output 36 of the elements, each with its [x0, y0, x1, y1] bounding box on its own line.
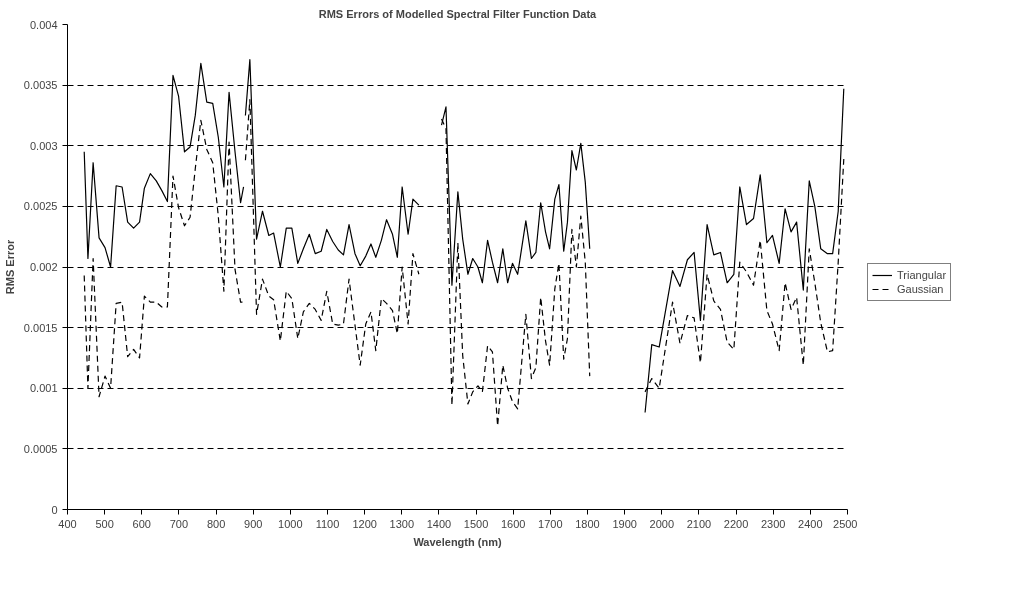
x-tick-label: 2100 — [686, 517, 712, 530]
y-tick-label: 0.0025 — [23, 200, 58, 213]
x-tick-label: 2400 — [798, 517, 823, 530]
y-tick-label: 0 — [51, 503, 58, 516]
y-tick-label: 0.002 — [29, 261, 58, 273]
x-tick-label: 400 — [58, 517, 77, 530]
x-tick-label: 800 — [206, 517, 226, 530]
x-tick-label: 600 — [132, 517, 151, 530]
x-tick-label: 900 — [244, 517, 263, 530]
x-tick-label: 1100 — [315, 517, 340, 530]
x-tick-label: 2000 — [649, 517, 675, 530]
y-tick-label: 0.001 — [29, 382, 58, 395]
x-tick-label: 2500 — [833, 517, 858, 530]
x-tick-label: 2300 — [760, 517, 786, 530]
chart-title: RMS Errors of Modelled Spectral Filter Function Data — [318, 7, 598, 20]
x-axis-title: Wavelength (nm) — [413, 535, 502, 548]
x-tick-label: 1500 — [463, 517, 489, 530]
x-tick-label: 1400 — [426, 517, 452, 530]
x-tick-label: 1000 — [278, 517, 303, 530]
y-tick-label: 0.0035 — [23, 79, 58, 92]
x-tick-label: 1900 — [612, 517, 637, 530]
x-tick-label: 500 — [95, 517, 114, 530]
x-tick-label: 2200 — [723, 517, 749, 530]
x-tick-label: 1300 — [389, 517, 415, 530]
x-tick-label: 1600 — [500, 517, 526, 530]
legend-label: Gaussian — [897, 281, 944, 296]
legend-label: Triangular — [897, 267, 947, 282]
x-tick-label: 700 — [169, 517, 189, 530]
y-tick-label: 0.004 — [29, 18, 58, 31]
y-tick-label: 0.003 — [29, 139, 58, 152]
x-tick-label: 1700 — [538, 517, 563, 530]
y-tick-label: 0.0005 — [23, 442, 58, 455]
y-tick-label: 0.0015 — [23, 321, 58, 334]
y-axis-title: RMS Error — [3, 239, 16, 295]
x-tick-label: 1800 — [575, 517, 600, 530]
x-tick-label: 1200 — [352, 517, 377, 530]
